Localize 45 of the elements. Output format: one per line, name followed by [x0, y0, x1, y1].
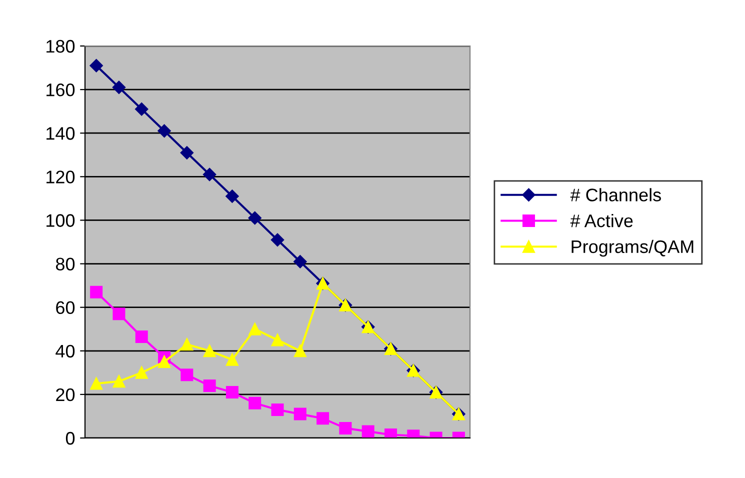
point [294, 408, 306, 420]
point [316, 412, 330, 425]
point [135, 102, 148, 116]
point [248, 211, 262, 225]
point [180, 338, 194, 351]
y-tick-label: 40 [56, 344, 75, 358]
point [203, 344, 216, 358]
point [294, 344, 306, 358]
point [294, 255, 307, 268]
point [158, 356, 171, 368]
y-tick-label: 140 [46, 127, 75, 140]
point [112, 80, 126, 94]
point [248, 322, 262, 336]
point [339, 422, 352, 434]
point [226, 190, 239, 203]
point [248, 396, 262, 410]
y-tick-label: 80 [56, 258, 75, 270]
y-tick-label: 120 [46, 170, 75, 184]
y-tick-label: 160 [46, 83, 75, 96]
legend-label: # Channels [570, 188, 661, 202]
y-tick-label: 180 [46, 40, 75, 53]
point [362, 425, 374, 438]
point [112, 308, 126, 320]
point [90, 286, 103, 298]
point [180, 368, 194, 382]
legend-label: Programs/QAM [572, 240, 694, 257]
point [226, 353, 238, 366]
point [226, 386, 238, 399]
point [180, 146, 194, 160]
y-tick-label: 20 [56, 388, 75, 402]
point [90, 377, 103, 390]
point [135, 330, 148, 343]
point [112, 375, 126, 388]
y-tick-label: 100 [46, 214, 75, 227]
point [135, 366, 148, 379]
y-tick-label: 0 [66, 432, 75, 445]
point [203, 379, 216, 392]
point [271, 334, 284, 346]
point [271, 403, 284, 416]
point [202, 168, 216, 182]
y-tick-label: 60 [56, 301, 75, 314]
legend-label: # Active [570, 214, 633, 228]
point [270, 233, 284, 246]
point [158, 124, 171, 138]
point [90, 59, 103, 72]
